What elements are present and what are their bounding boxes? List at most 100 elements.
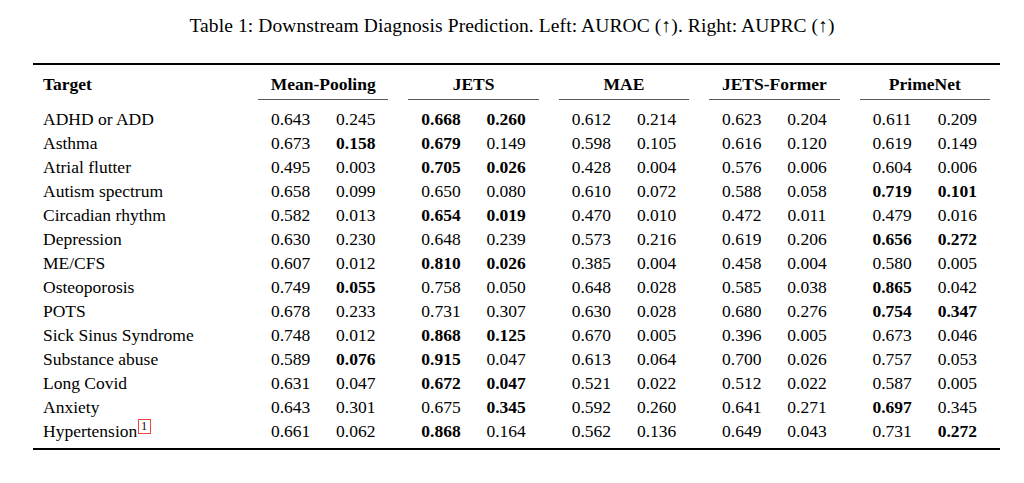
metric-pair-cell: 0.6480.028 xyxy=(549,275,699,299)
metric-pair-cell: 0.6110.209 xyxy=(850,103,1000,131)
auprc-value: 0.206 xyxy=(774,227,839,251)
auprc-value: 0.004 xyxy=(774,251,839,275)
metric-pair-cell: 0.6780.233 xyxy=(248,299,398,323)
auprc-value: 0.010 xyxy=(624,203,689,227)
auprc-value: 0.026 xyxy=(474,251,539,275)
metric-pair-cell: 0.6160.120 xyxy=(699,131,849,155)
metric-pair-cell: 0.5210.022 xyxy=(549,371,699,395)
auroc-value: 0.643 xyxy=(258,107,323,131)
auprc-value: 0.239 xyxy=(474,227,539,251)
row-target-label: Sick Sinus Syndrome xyxy=(33,323,248,347)
table-row: Hypertension10.6610.0620.8680.1640.5620.… xyxy=(33,419,1000,449)
auroc-value: 0.607 xyxy=(258,251,323,275)
method-label: JETS-Former xyxy=(699,65,849,95)
auroc-value: 0.479 xyxy=(860,203,925,227)
auroc-value: 0.675 xyxy=(408,395,473,419)
auroc-value: 0.470 xyxy=(559,203,624,227)
row-target-label: Autism spectrum xyxy=(33,179,248,203)
metric-pair-cell: 0.6700.005 xyxy=(549,323,699,347)
auprc-value: 0.004 xyxy=(624,155,689,179)
auroc-value: 0.613 xyxy=(559,347,624,371)
auprc-value: 0.005 xyxy=(925,251,990,275)
metric-pair-cell: 0.5920.260 xyxy=(549,395,699,419)
row-target-label: Substance abuse xyxy=(33,347,248,371)
table-row: Anxiety0.6430.3010.6750.3450.5920.2600.6… xyxy=(33,395,1000,419)
auprc-value: 0.028 xyxy=(624,299,689,323)
auprc-value: 0.022 xyxy=(624,371,689,395)
auroc-value: 0.678 xyxy=(258,299,323,323)
auroc-value: 0.619 xyxy=(709,227,774,251)
metric-pair-cell: 0.5870.005 xyxy=(850,371,1000,395)
auprc-value: 0.233 xyxy=(323,299,388,323)
auroc-value: 0.810 xyxy=(408,251,473,275)
auprc-value: 0.347 xyxy=(925,299,990,323)
metric-pair-cell: 0.6430.301 xyxy=(248,395,398,419)
auroc-value: 0.705 xyxy=(408,155,473,179)
metric-pair-cell: 0.7540.347 xyxy=(850,299,1000,323)
metric-pair-cell: 0.6410.271 xyxy=(699,395,849,419)
metric-pair-cell: 0.9150.047 xyxy=(398,347,548,371)
cmidrule xyxy=(258,99,388,100)
auroc-value: 0.654 xyxy=(408,203,473,227)
auprc-value: 0.012 xyxy=(323,323,388,347)
auroc-value: 0.731 xyxy=(408,299,473,323)
auprc-value: 0.080 xyxy=(474,179,539,203)
footnote-link[interactable]: 1 xyxy=(138,419,150,434)
metric-pair-cell: 0.5730.216 xyxy=(549,227,699,251)
auprc-value: 0.005 xyxy=(624,323,689,347)
cmidrule xyxy=(408,99,538,100)
metric-pair-cell: 0.6130.064 xyxy=(549,347,699,371)
auroc-value: 0.604 xyxy=(860,155,925,179)
auprc-value: 0.272 xyxy=(925,227,990,251)
auroc-value: 0.598 xyxy=(559,131,624,155)
metric-pair-cell: 0.6580.099 xyxy=(248,179,398,203)
col-header-jets: JETS xyxy=(398,64,548,103)
row-target-label: ME/CFS xyxy=(33,251,248,275)
auroc-value: 0.630 xyxy=(559,299,624,323)
metric-pair-cell: 0.6540.019 xyxy=(398,203,548,227)
method-label: PrimeNet xyxy=(850,65,1000,95)
auroc-value: 0.458 xyxy=(709,251,774,275)
auroc-value: 0.650 xyxy=(408,179,473,203)
auprc-value: 0.005 xyxy=(774,323,839,347)
metric-pair-cell: 0.5120.022 xyxy=(699,371,849,395)
metric-pair-cell: 0.5850.038 xyxy=(699,275,849,299)
auprc-value: 0.047 xyxy=(474,347,539,371)
cmidrule xyxy=(559,99,689,100)
metric-pair-cell: 0.8650.042 xyxy=(850,275,1000,299)
auroc-value: 0.758 xyxy=(408,275,473,299)
auprc-value: 0.260 xyxy=(474,107,539,131)
auprc-value: 0.072 xyxy=(624,179,689,203)
auroc-value: 0.512 xyxy=(709,371,774,395)
auroc-value: 0.643 xyxy=(258,395,323,419)
auroc-value: 0.610 xyxy=(559,179,624,203)
auroc-value: 0.672 xyxy=(408,371,473,395)
auroc-value: 0.731 xyxy=(860,419,925,443)
metric-pair-cell: 0.7480.012 xyxy=(248,323,398,347)
table-row: Depression0.6300.2300.6480.2390.5730.216… xyxy=(33,227,1000,251)
row-target-label: ADHD or ADD xyxy=(33,103,248,131)
auroc-value: 0.868 xyxy=(408,323,473,347)
auprc-value: 0.149 xyxy=(474,131,539,155)
paper-page: Table 1: Downstream Diagnosis Prediction… xyxy=(0,0,1024,450)
metric-pair-cell: 0.4950.003 xyxy=(248,155,398,179)
auprc-value: 0.209 xyxy=(925,107,990,131)
auroc-value: 0.697 xyxy=(860,395,925,419)
auprc-value: 0.101 xyxy=(925,179,990,203)
results-table: Target Mean-Pooling JETS MAE JETS-Former xyxy=(33,63,1000,450)
metric-pair-cell: 0.6300.230 xyxy=(248,227,398,251)
auroc-value: 0.428 xyxy=(559,155,624,179)
row-target-label: Depression xyxy=(33,227,248,251)
auprc-value: 0.011 xyxy=(774,203,839,227)
row-target-label: Anxiety xyxy=(33,395,248,419)
auprc-value: 0.120 xyxy=(774,131,839,155)
auroc-value: 0.700 xyxy=(709,347,774,371)
table-body: ADHD or ADD0.6430.2450.6680.2600.6120.21… xyxy=(33,103,1000,449)
row-target-label: Circadian rhythm xyxy=(33,203,248,227)
auprc-value: 0.055 xyxy=(323,275,388,299)
header-row: Target Mean-Pooling JETS MAE JETS-Former xyxy=(33,64,1000,103)
auroc-value: 0.616 xyxy=(709,131,774,155)
auroc-value: 0.619 xyxy=(860,131,925,155)
metric-pair-cell: 0.6100.072 xyxy=(549,179,699,203)
metric-pair-cell: 0.6730.158 xyxy=(248,131,398,155)
